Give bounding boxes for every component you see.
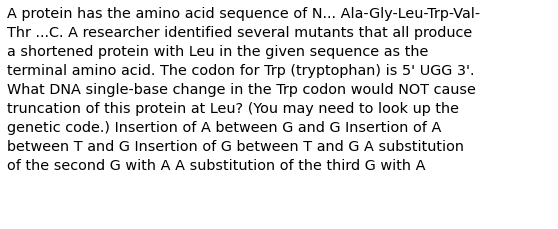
Text: A protein has the amino acid sequence of N... Ala-Gly-Leu-Trp-Val-
Thr ...C. A r: A protein has the amino acid sequence of… xyxy=(7,7,480,172)
